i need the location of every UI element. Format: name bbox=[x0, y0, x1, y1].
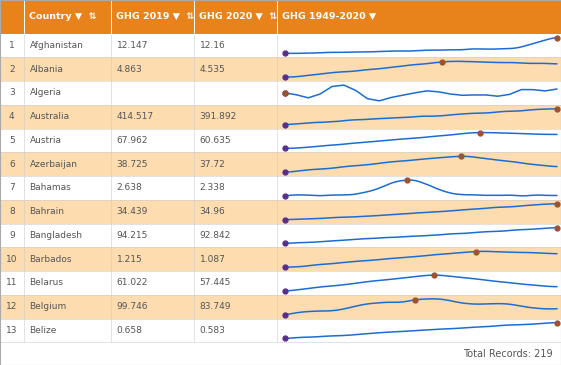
Bar bbox=[0, 81, 561, 105]
Bar bbox=[0, 342, 561, 365]
Bar bbox=[0, 128, 561, 152]
Text: Bahrain: Bahrain bbox=[30, 207, 65, 216]
Bar bbox=[0, 319, 561, 342]
Bar bbox=[0, 295, 561, 319]
Text: Belize: Belize bbox=[30, 326, 57, 335]
Text: 414.517: 414.517 bbox=[117, 112, 154, 121]
Text: 61.022: 61.022 bbox=[117, 278, 148, 288]
Text: Australia: Australia bbox=[30, 112, 70, 121]
Bar bbox=[0, 105, 561, 128]
Text: 37.72: 37.72 bbox=[200, 160, 226, 169]
Text: 4: 4 bbox=[9, 112, 15, 121]
Text: 4.535: 4.535 bbox=[200, 65, 226, 74]
Bar bbox=[0, 57, 561, 81]
Bar bbox=[0, 224, 561, 247]
Bar bbox=[0, 200, 561, 224]
Text: 99.746: 99.746 bbox=[117, 302, 148, 311]
Text: GHG 2019 ▼  ⇅: GHG 2019 ▼ ⇅ bbox=[116, 12, 194, 21]
Text: 7: 7 bbox=[9, 184, 15, 192]
Text: 12.16: 12.16 bbox=[200, 41, 226, 50]
Text: 2.338: 2.338 bbox=[200, 184, 226, 192]
Text: Algeria: Algeria bbox=[30, 88, 62, 97]
Bar bbox=[0, 0, 561, 34]
Text: 57.445: 57.445 bbox=[200, 278, 231, 288]
Bar bbox=[0, 271, 561, 295]
Text: 2.638: 2.638 bbox=[117, 184, 142, 192]
Text: Belarus: Belarus bbox=[30, 278, 63, 288]
Text: 2: 2 bbox=[9, 65, 15, 74]
Text: GHG 2020 ▼  ⇅: GHG 2020 ▼ ⇅ bbox=[199, 12, 277, 21]
Text: 60.635: 60.635 bbox=[200, 136, 231, 145]
Text: Total Records: 219: Total Records: 219 bbox=[463, 349, 553, 359]
Text: 6: 6 bbox=[9, 160, 15, 169]
Text: 92.842: 92.842 bbox=[200, 231, 231, 240]
Text: 12: 12 bbox=[6, 302, 17, 311]
Text: 83.749: 83.749 bbox=[200, 302, 231, 311]
Text: 94.215: 94.215 bbox=[117, 231, 148, 240]
Text: 1: 1 bbox=[9, 41, 15, 50]
Text: 1.215: 1.215 bbox=[117, 255, 142, 264]
Text: 9: 9 bbox=[9, 231, 15, 240]
Text: 38.725: 38.725 bbox=[117, 160, 148, 169]
Bar bbox=[0, 152, 561, 176]
Text: Afghanistan: Afghanistan bbox=[30, 41, 84, 50]
Text: 5: 5 bbox=[9, 136, 15, 145]
Text: Austria: Austria bbox=[30, 136, 62, 145]
Text: Bahamas: Bahamas bbox=[30, 184, 71, 192]
Text: Albania: Albania bbox=[30, 65, 63, 74]
Text: 11: 11 bbox=[6, 278, 17, 288]
Text: 0.658: 0.658 bbox=[117, 326, 142, 335]
Text: 4.863: 4.863 bbox=[117, 65, 142, 74]
Text: 8: 8 bbox=[9, 207, 15, 216]
Text: 34.96: 34.96 bbox=[200, 207, 226, 216]
Text: Belgium: Belgium bbox=[30, 302, 67, 311]
Text: Country ▼  ⇅: Country ▼ ⇅ bbox=[29, 12, 96, 21]
Text: 1.087: 1.087 bbox=[200, 255, 226, 264]
Text: 13: 13 bbox=[6, 326, 17, 335]
Text: 10: 10 bbox=[6, 255, 17, 264]
Text: 34.439: 34.439 bbox=[117, 207, 148, 216]
Text: Barbados: Barbados bbox=[30, 255, 72, 264]
Text: 67.962: 67.962 bbox=[117, 136, 148, 145]
Text: Azerbaijan: Azerbaijan bbox=[30, 160, 77, 169]
Bar bbox=[0, 34, 561, 57]
Bar bbox=[0, 176, 561, 200]
Text: 0.583: 0.583 bbox=[200, 326, 226, 335]
Text: GHG 1949-2020 ▼: GHG 1949-2020 ▼ bbox=[282, 12, 376, 21]
Text: 12.147: 12.147 bbox=[117, 41, 148, 50]
Text: 391.892: 391.892 bbox=[200, 112, 237, 121]
Bar bbox=[0, 247, 561, 271]
Text: 3: 3 bbox=[9, 88, 15, 97]
Text: Bangladesh: Bangladesh bbox=[30, 231, 82, 240]
